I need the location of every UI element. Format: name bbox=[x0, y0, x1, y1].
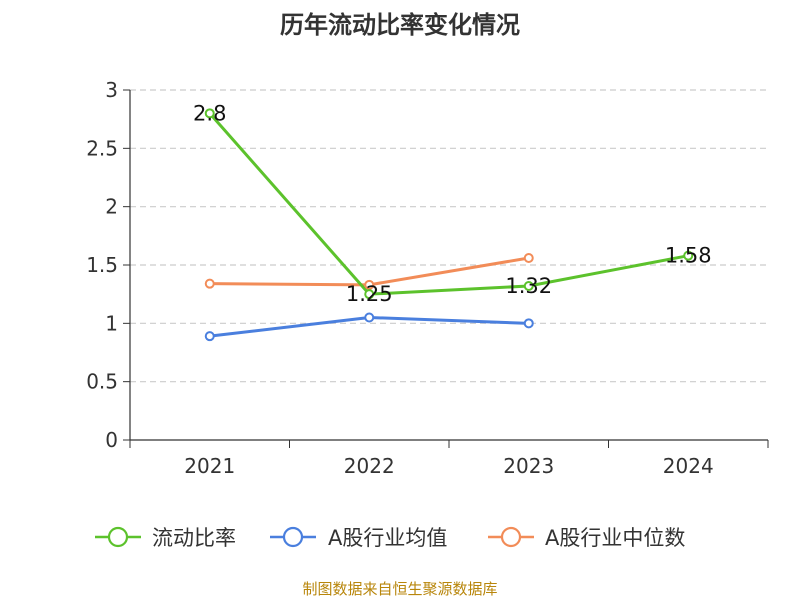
data-label: 1.58 bbox=[665, 244, 712, 268]
axes: 0 0.5 1 1.5 2 2.5 3 2021 2022 2023 2024 bbox=[86, 78, 769, 478]
data-point[interactable] bbox=[523, 318, 534, 329]
chart-title: 历年流动比率变化情况 bbox=[280, 11, 520, 39]
data-label: 1.32 bbox=[505, 274, 552, 298]
data-point[interactable] bbox=[364, 312, 375, 323]
source-note: 制图数据来自恒生聚源数据库 bbox=[302, 580, 497, 598]
data-point[interactable] bbox=[364, 279, 375, 290]
legend-item[interactable]: A股行业中位数 bbox=[488, 526, 685, 550]
y-tick-label: 0.5 bbox=[86, 370, 118, 394]
legend-marker bbox=[282, 526, 304, 548]
legend-marker bbox=[107, 526, 129, 548]
data-point[interactable] bbox=[204, 278, 215, 289]
x-tick-label: 2023 bbox=[503, 454, 554, 478]
data-point[interactable] bbox=[204, 331, 215, 342]
data-label: 1.25 bbox=[346, 282, 393, 306]
y-tick-label: 2 bbox=[105, 195, 118, 219]
legend-label: A股行业中位数 bbox=[545, 526, 685, 550]
legend-item[interactable]: A股行业均值 bbox=[270, 526, 447, 550]
data-point[interactable] bbox=[523, 253, 534, 263]
x-tick-label: 2021 bbox=[184, 454, 235, 478]
series-line bbox=[208, 112, 689, 296]
legend-label: A股行业均值 bbox=[328, 526, 447, 550]
legend-marker bbox=[500, 526, 522, 548]
legend[interactable]: 流动比率 A股行业均值 A股行业中位数 bbox=[95, 526, 685, 550]
y-tick-label: 3 bbox=[105, 78, 118, 102]
series-lines bbox=[208, 112, 689, 338]
series-points bbox=[204, 108, 694, 342]
data-point[interactable] bbox=[523, 281, 534, 291]
y-tick-label: 2.5 bbox=[86, 136, 118, 160]
legend-item[interactable]: 流动比率 bbox=[95, 526, 236, 550]
y-tick-label: 1.5 bbox=[86, 253, 118, 277]
legend-label: 流动比率 bbox=[152, 526, 236, 550]
grid-lines bbox=[130, 89, 768, 383]
data-point[interactable] bbox=[683, 250, 694, 261]
data-label: 2.8 bbox=[193, 101, 226, 125]
data-point[interactable] bbox=[364, 289, 375, 300]
y-tick-label: 1 bbox=[105, 311, 118, 335]
y-tick-label: 0 bbox=[105, 428, 118, 452]
data-point[interactable] bbox=[204, 108, 215, 119]
x-tick-label: 2024 bbox=[663, 454, 714, 478]
x-tick-label: 2022 bbox=[344, 454, 395, 478]
data-labels: 2.8 1.25 1.32 1.58 bbox=[193, 101, 712, 306]
